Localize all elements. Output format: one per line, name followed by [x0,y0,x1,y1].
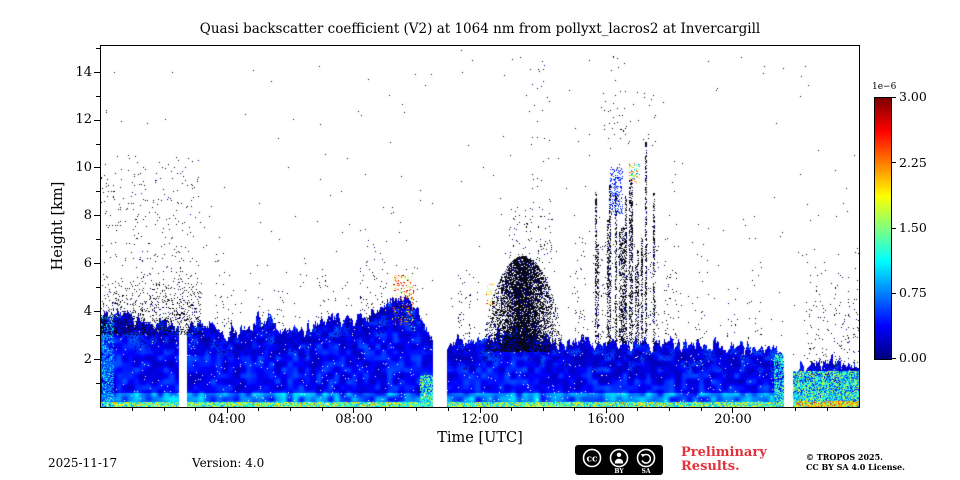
tick-mark [94,310,100,312]
tick-mark [290,408,291,411]
footer-version: Version: 4.0 [192,456,265,470]
tick-mark [700,408,702,411]
x-tick-label: 08:00 [335,412,373,427]
tick-mark [892,162,896,164]
sa-arrow-arc [641,453,652,464]
preliminary-line-2: Results. [681,459,740,474]
colorbar-tick-label: 0.75 [899,285,927,300]
y-tick-label: 6 [83,256,92,271]
cc-icon-label: cc [587,455,598,465]
tick-mark [416,408,418,411]
tick-mark [96,239,100,241]
tick-mark [94,215,100,217]
tick-mark [258,408,260,411]
tick-mark [96,47,100,49]
copyright-line-2: CC BY SA 4.0 License. [806,461,905,472]
y-tick-label: 10 [75,160,92,175]
tick-mark [94,358,100,360]
plot-area [100,45,860,408]
colorbar [874,97,892,360]
tick-mark [795,408,797,411]
tick-mark [96,334,100,336]
cc-icon [582,448,602,468]
x-tick-label: 20:00 [714,412,752,427]
tick-mark [637,408,639,411]
tick-mark [892,358,896,359]
tick-mark [479,408,481,413]
by-label: BY [614,468,624,475]
colorbar-tick-label: 0.00 [899,350,927,365]
sa-arrow-icon [636,448,656,468]
tick-mark [96,143,100,145]
tick-mark [892,227,896,229]
chart-title: Quasi backscatter coefficient (V2) at 10… [199,21,761,37]
copyright-note: © TROPOS 2025. CC BY SA 4.0 License. [806,452,905,472]
x-tick-label: 12:00 [461,412,499,427]
cc-by-sa-badge: cc BY SA [575,445,663,475]
tick-mark [763,408,765,411]
colorbar-tick-label: 2.25 [899,155,927,170]
by-person-head [616,452,622,457]
tick-mark [826,408,828,411]
heatmap-canvas [101,46,859,407]
tick-mark [96,191,100,193]
tick-mark [542,408,544,411]
tick-mark [892,292,896,294]
tick-mark [195,408,197,411]
tick-mark [94,71,100,73]
tick-mark [384,408,386,411]
preliminary-line-1: Preliminary [681,445,767,460]
sa-arrow-head [640,453,645,458]
colorbar-canvas [875,98,891,359]
tick-mark [132,408,134,411]
tick-mark [892,97,896,98]
y-tick-label: 8 [83,208,92,223]
tick-mark [94,119,100,121]
y-tick-label: 12 [75,112,92,127]
y-tick-label: 2 [83,352,92,367]
colorbar-tick-label: 3.00 [899,89,927,104]
x-tick-label: 04:00 [208,412,246,427]
colorbar-scale-label: 1e−6 [872,82,897,92]
copyright-line-1: © TROPOS 2025. [806,452,883,462]
footer-date: 2025-11-17 [48,456,118,470]
by-person-body [614,458,624,464]
tick-mark [511,408,513,411]
preliminary-note: Preliminary Results. [681,446,767,474]
tick-mark [96,286,100,288]
x-tick-label: 16:00 [587,412,625,427]
sa-label: SA [642,468,651,475]
tick-mark [96,382,100,384]
tick-mark [96,95,100,97]
tick-mark [605,408,607,413]
tick-mark [226,408,228,413]
tick-mark [447,408,449,411]
tick-mark [163,408,165,411]
tick-mark [321,408,323,411]
x-axis-label: Time [UTC] [437,430,523,446]
y-tick-label: 14 [75,65,92,80]
y-tick-label: 4 [83,304,92,319]
tick-mark [353,408,355,413]
by-person-icon [609,448,629,468]
tick-mark [574,408,576,411]
tick-mark [732,408,734,413]
tick-mark [94,167,100,169]
colorbar-tick-label: 1.50 [899,220,927,235]
tick-mark [669,408,670,411]
tick-mark [94,263,100,265]
